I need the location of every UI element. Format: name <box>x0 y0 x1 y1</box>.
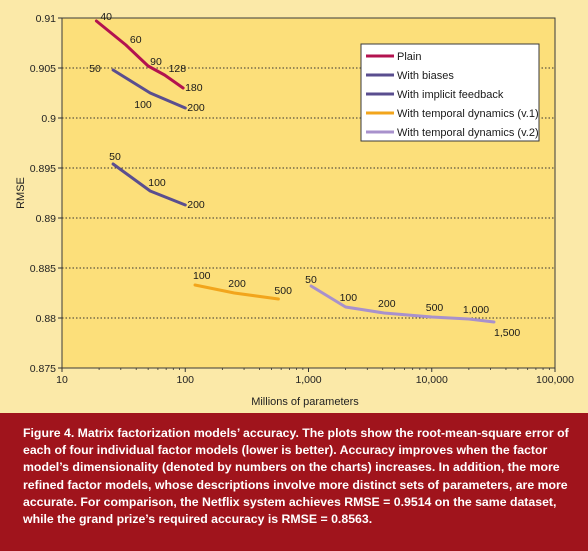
y-tick-label: 0.905 <box>30 63 56 75</box>
y-tick-label: 0.88 <box>36 313 57 325</box>
caption-text: Matrix factorization models’ accuracy. T… <box>23 426 569 527</box>
point-label: 200 <box>378 298 396 310</box>
data-series <box>94 19 496 324</box>
legend-label: With temporal dynamics (v.2) <box>397 127 539 139</box>
y-tick-label: 0.875 <box>30 363 56 375</box>
point-label: 1,500 <box>494 327 520 339</box>
y-tick-label: 0.91 <box>36 13 57 25</box>
point-label: 180 <box>185 82 203 94</box>
x-tick-label: 1,000 <box>295 374 321 386</box>
point-label: 50 <box>305 274 317 286</box>
legend-label: Plain <box>397 51 421 63</box>
point-label: 200 <box>187 199 205 211</box>
point-labels: 40 60 90 128 180 50 100 200 50 100 200 100 200 500 50 1… <box>89 11 520 339</box>
x-tick-label: 100,000 <box>536 374 574 386</box>
legend: Plain With biases With implicit feedback Wi… <box>360 43 540 142</box>
x-tick-label: 100 <box>176 374 194 386</box>
point-label: 100 <box>134 99 152 111</box>
series-line-2 <box>111 162 187 207</box>
point-label: 128 <box>169 63 187 75</box>
point-label: 40 <box>100 11 112 23</box>
series-line-0 <box>94 19 185 90</box>
point-label: 100 <box>148 177 166 189</box>
point-label: 1,000 <box>463 304 489 316</box>
rmse-chart: 0.875 0.88 0.885 0.89 0.895 0.9 0.905 0.91 10 100… <box>15 11 574 408</box>
legend-label: With implicit feedback <box>397 89 504 101</box>
series-line-3 <box>193 283 280 301</box>
point-label: 100 <box>193 270 211 282</box>
point-label: 500 <box>274 285 292 297</box>
point-label: 200 <box>228 278 246 290</box>
axis-ticks: 0.875 0.88 0.885 0.89 0.895 0.9 0.905 0.91 10 100… <box>30 13 574 386</box>
point-label: 500 <box>426 302 444 314</box>
y-tick-label: 0.9 <box>41 113 56 125</box>
x-tick-label: 10 <box>56 374 68 386</box>
y-tick-label: 0.885 <box>30 263 56 275</box>
point-label: 50 <box>89 63 101 75</box>
legend-label: With biases <box>397 70 454 82</box>
point-label: 90 <box>150 56 162 68</box>
y-tick-label: 0.895 <box>30 163 56 175</box>
series-line-1 <box>111 68 187 110</box>
y-axis-title: RMSE <box>15 177 27 209</box>
legend-label: With temporal dynamics (v.1) <box>397 108 539 120</box>
figure-caption: Figure 4. Matrix factorization models’ a… <box>0 413 588 551</box>
caption-label: Figure 4. <box>23 426 75 440</box>
series-line-4 <box>309 284 496 324</box>
point-label: 60 <box>130 34 142 46</box>
x-tick-label: 10,000 <box>416 374 448 386</box>
y-tick-label: 0.89 <box>36 213 57 225</box>
point-label: 200 <box>187 102 205 114</box>
x-axis-title: Millions of parameters <box>251 396 359 408</box>
point-label: 50 <box>109 151 121 163</box>
point-label: 100 <box>340 292 358 304</box>
